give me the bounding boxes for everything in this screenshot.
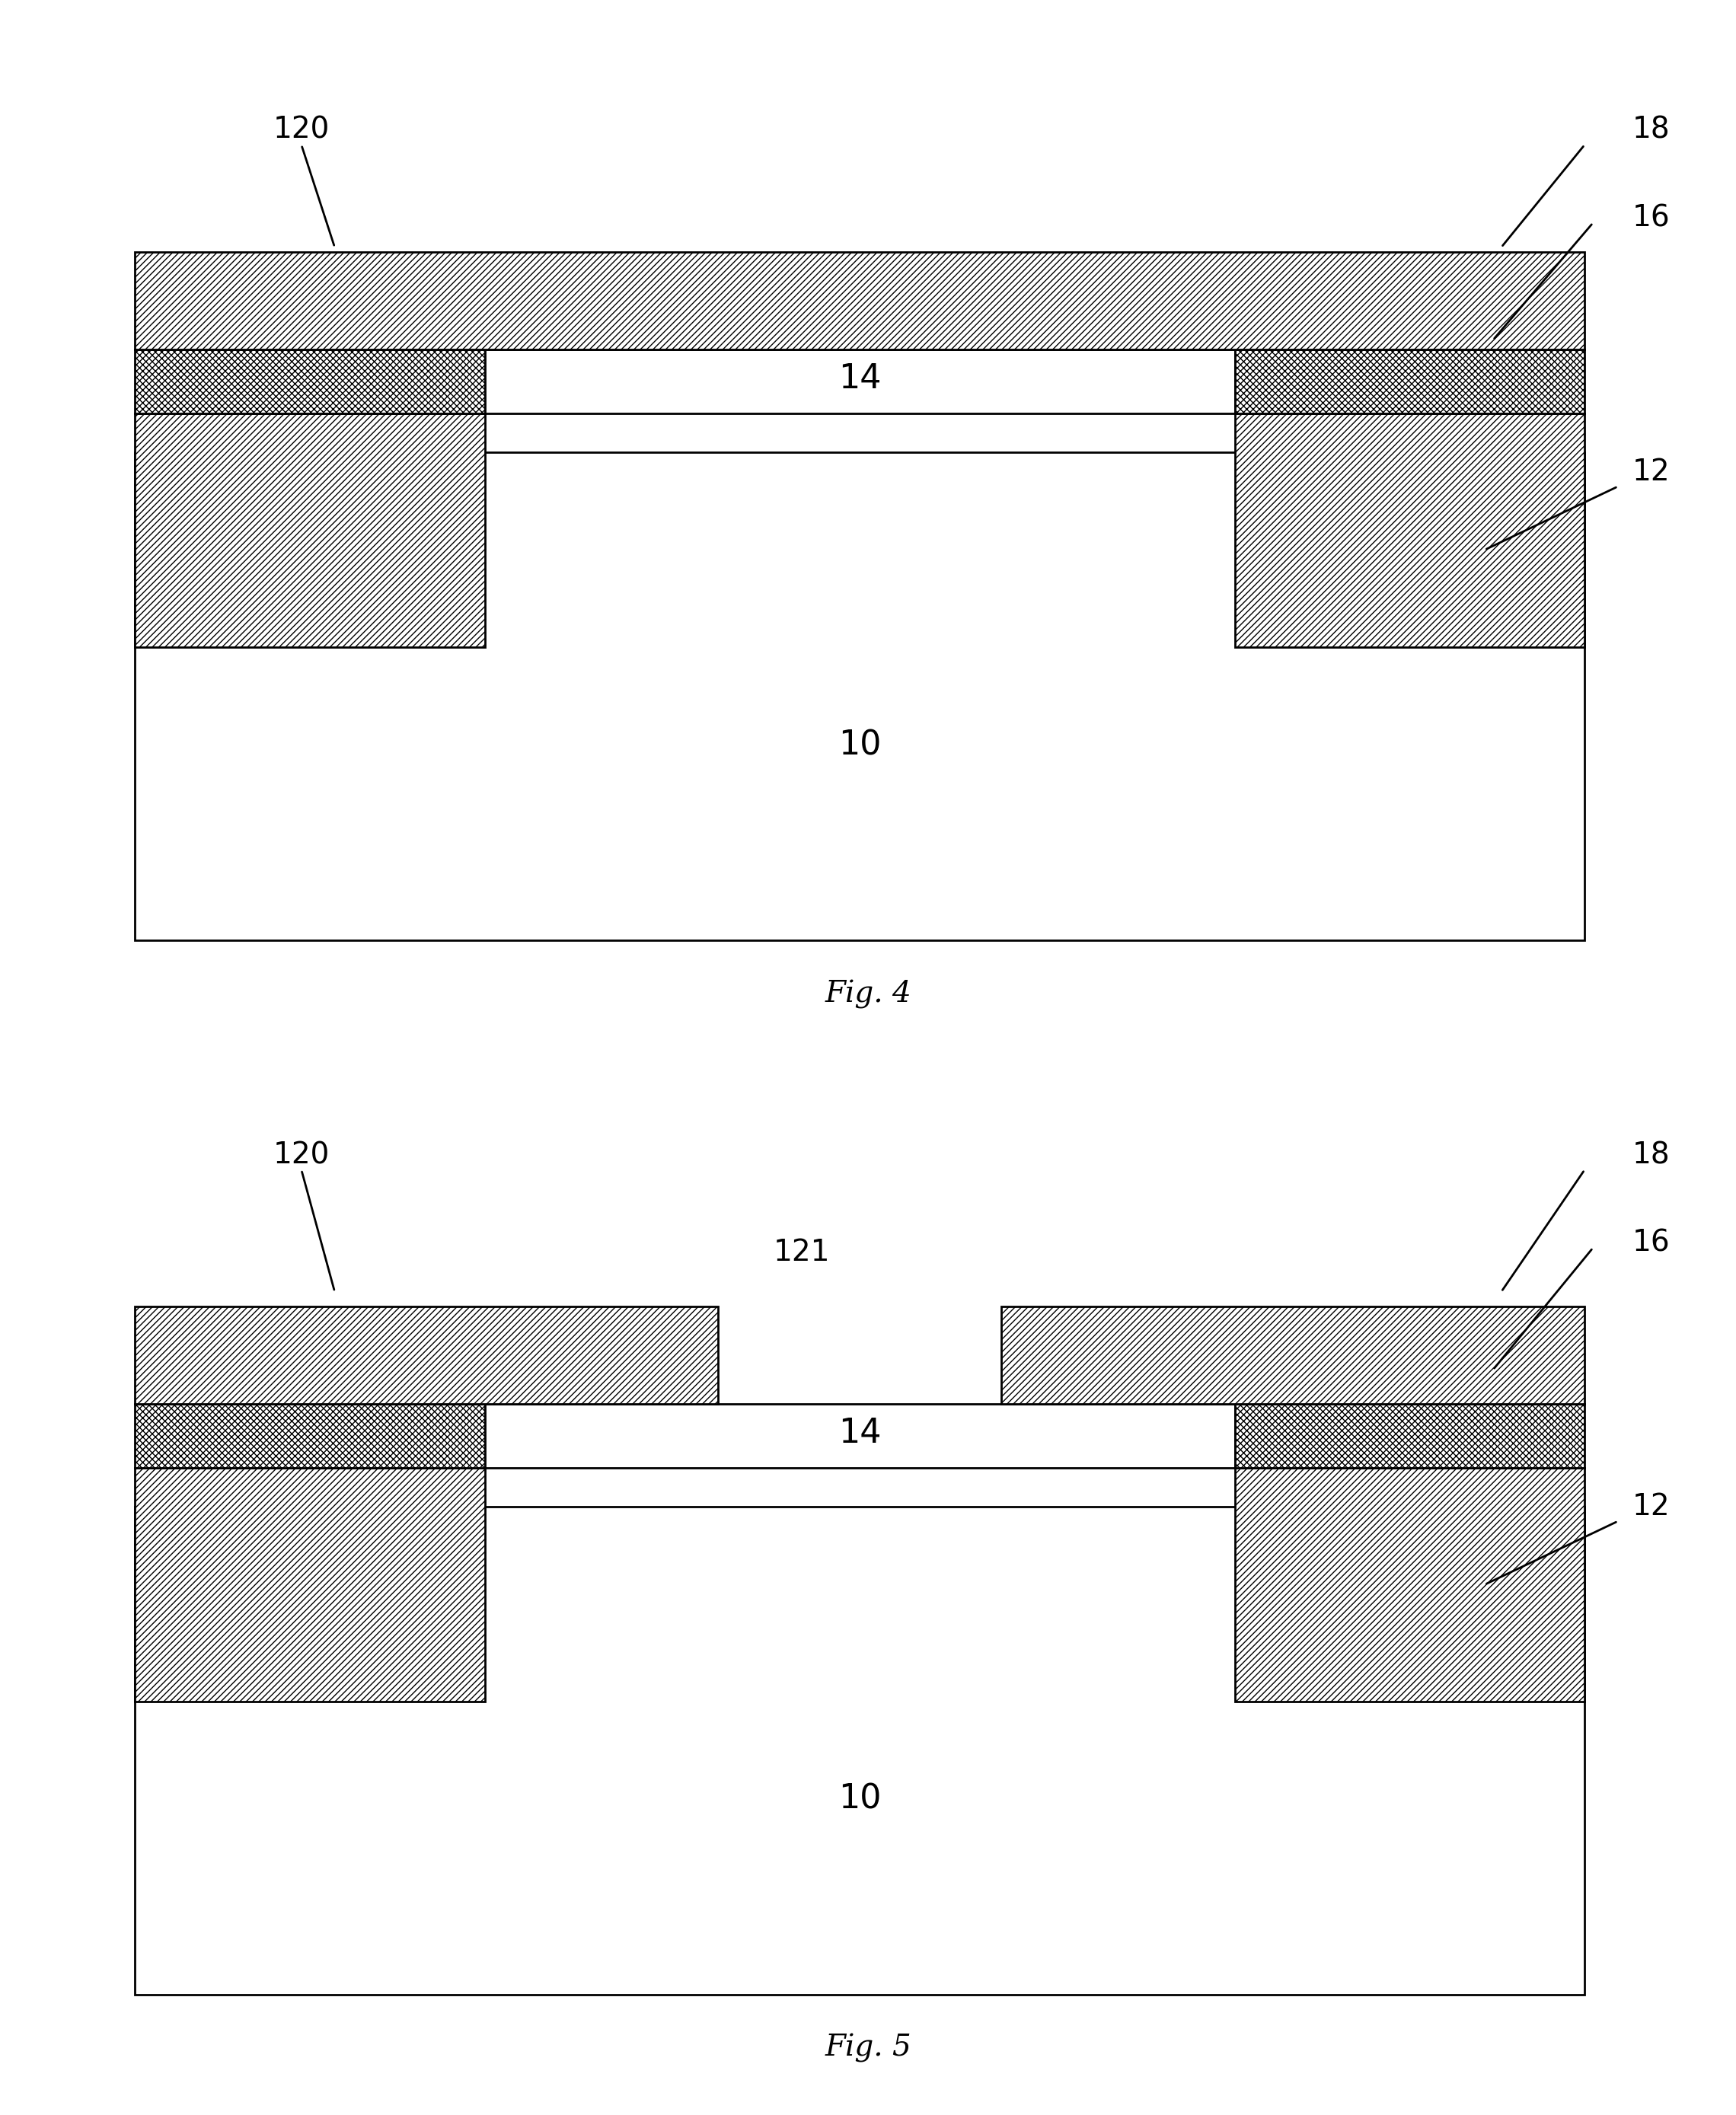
Text: 14: 14 <box>838 1417 882 1449</box>
Bar <box>135 349 484 412</box>
Text: Fig. 4: Fig. 4 <box>825 979 911 1009</box>
Bar <box>135 412 484 647</box>
Bar <box>1234 349 1585 412</box>
Bar <box>135 1506 1585 1994</box>
Text: 18: 18 <box>1632 1140 1670 1170</box>
Bar <box>135 1404 484 1468</box>
Text: 12: 12 <box>1632 457 1670 486</box>
Bar <box>484 349 1234 412</box>
Text: 14: 14 <box>838 362 882 396</box>
Bar <box>135 1307 719 1404</box>
Text: 18: 18 <box>1632 116 1670 144</box>
Text: 16: 16 <box>1632 203 1670 233</box>
Text: 120: 120 <box>273 116 330 144</box>
Text: Fig. 5: Fig. 5 <box>825 2035 911 2062</box>
Text: 120: 120 <box>273 1140 330 1170</box>
Text: 16: 16 <box>1632 1229 1670 1258</box>
Text: 10: 10 <box>838 730 882 761</box>
Bar <box>1234 1468 1585 1703</box>
Bar <box>484 1404 1234 1468</box>
Bar <box>1002 1307 1585 1404</box>
Text: 12: 12 <box>1632 1491 1670 1521</box>
Bar <box>1234 412 1585 647</box>
Bar <box>135 453 1585 941</box>
Bar <box>135 1468 484 1703</box>
Bar <box>1234 1404 1585 1468</box>
Text: 10: 10 <box>838 1783 882 1817</box>
Bar <box>135 252 1585 349</box>
Text: 121: 121 <box>773 1237 830 1267</box>
